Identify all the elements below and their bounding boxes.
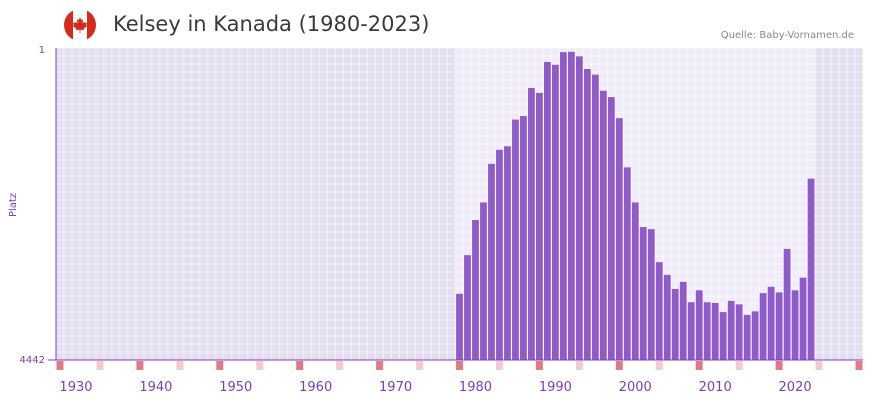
x-tick-label-2020: 2020 — [779, 380, 812, 395]
year-marker-1978 — [456, 361, 463, 370]
year-marker-1933 — [96, 361, 104, 370]
bar-1996[interactable] — [599, 90, 607, 360]
bar-1997[interactable] — [607, 97, 615, 361]
y-tick-label-top: 1 — [39, 45, 45, 56]
year-marker-1983 — [495, 361, 503, 370]
bar-2022[interactable] — [807, 178, 815, 360]
x-tick-labels: 1930 1940 1950 1960 1970 1980 1990 2000 2010 2020 — [59, 380, 811, 395]
bar-2009[interactable] — [703, 302, 711, 360]
x-tick-label-2010: 2010 — [699, 380, 732, 395]
year-marker-1958 — [296, 361, 304, 370]
bar-2004[interactable] — [663, 274, 671, 360]
x-tick-label-1930: 1930 — [59, 380, 92, 395]
year-marker-1953 — [256, 361, 264, 370]
bar-2016[interactable] — [759, 293, 767, 360]
year-marker-2028 — [855, 361, 863, 370]
year-marker-2023 — [815, 361, 823, 370]
bar-1999[interactable] — [623, 167, 631, 360]
year-marker-1973 — [416, 361, 424, 370]
y-axis-label: Platz — [8, 193, 19, 217]
bar-2006[interactable] — [679, 281, 687, 360]
bar-2014[interactable] — [743, 314, 751, 360]
canada-flag-icon — [64, 9, 96, 41]
x-tick-label-1960: 1960 — [299, 380, 332, 395]
year-marker-1938 — [136, 361, 144, 370]
bar-1993[interactable] — [575, 56, 583, 360]
year-marker-1948 — [216, 361, 224, 370]
year-marker-1968 — [376, 361, 384, 370]
x-tick-label-1980: 1980 — [459, 380, 492, 395]
x-tick-label-1990: 1990 — [539, 380, 572, 395]
bar-2012[interactable] — [727, 300, 735, 360]
grid-lines — [55, 47, 864, 361]
bar-2001[interactable] — [639, 227, 647, 360]
bar-1982[interactable] — [488, 163, 495, 360]
x-tick-label-1940: 1940 — [139, 380, 172, 395]
bar-1983[interactable] — [496, 149, 503, 360]
year-marker-1928 — [56, 361, 64, 370]
bar-1990[interactable] — [551, 64, 559, 361]
bar-1979[interactable] — [464, 255, 471, 360]
bar-2017[interactable] — [767, 286, 775, 360]
bar-1991[interactable] — [559, 52, 567, 360]
year-marker-2003 — [655, 361, 663, 370]
year-marker-1993 — [575, 361, 583, 370]
source-link[interactable]: Quelle: Baby-Vornamen.de — [720, 30, 854, 41]
bar-2018[interactable] — [775, 292, 783, 360]
year-marker-1943 — [176, 361, 184, 370]
bar-2021[interactable] — [799, 277, 807, 360]
bar-1987[interactable] — [528, 87, 535, 360]
bar-1992[interactable] — [567, 51, 575, 361]
bar-series — [456, 51, 815, 361]
year-marker-2018 — [775, 361, 783, 370]
bar-2019[interactable] — [783, 248, 791, 360]
y-tick-label-bottom: 4442 — [20, 355, 45, 366]
year-marker-2013 — [735, 361, 743, 370]
bar-1980[interactable] — [472, 220, 479, 360]
bar-2008[interactable] — [695, 290, 703, 360]
bar-1988[interactable] — [536, 92, 543, 361]
year-markers — [56, 361, 863, 370]
bar-2005[interactable] — [671, 288, 679, 360]
bar-1978[interactable] — [456, 293, 463, 360]
year-marker-1998 — [615, 361, 623, 370]
bar-2010[interactable] — [711, 302, 719, 360]
bar-1986[interactable] — [520, 116, 527, 360]
bar-1995[interactable] — [591, 74, 599, 360]
bar-1981[interactable] — [480, 202, 487, 360]
bar-2011[interactable] — [719, 312, 727, 360]
bar-2013[interactable] — [735, 304, 743, 360]
bar-2000[interactable] — [631, 202, 639, 360]
year-marker-2008 — [695, 361, 703, 370]
bar-2020[interactable] — [791, 290, 799, 360]
bar-1998[interactable] — [615, 118, 623, 360]
bar-2002[interactable] — [647, 229, 655, 360]
bar-2015[interactable] — [751, 311, 759, 360]
bar-2007[interactable] — [687, 302, 695, 360]
x-tick-label-1970: 1970 — [379, 380, 412, 395]
bar-1985[interactable] — [512, 119, 519, 360]
chart-title: Kelsey in Kanada (1980-2023) — [113, 12, 430, 36]
bar-1994[interactable] — [583, 69, 591, 361]
bar-1989[interactable] — [543, 61, 551, 360]
x-tick-label-1950: 1950 — [219, 380, 252, 395]
bar-2003[interactable] — [655, 262, 663, 360]
x-tick-label-2000: 2000 — [619, 380, 652, 395]
bar-1984[interactable] — [504, 146, 511, 360]
year-marker-1988 — [535, 361, 543, 370]
year-marker-1963 — [336, 361, 344, 370]
